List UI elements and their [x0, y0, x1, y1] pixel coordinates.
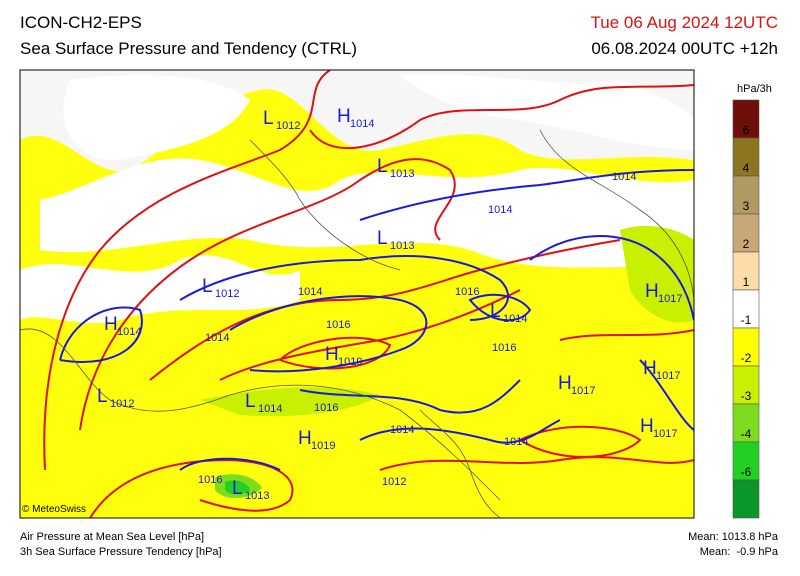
footer-mean: Mean: -0.9 hPa	[700, 546, 779, 558]
isobar-label: 1016	[492, 342, 516, 354]
isobar-label: 1014	[298, 286, 322, 298]
footer-mean: Mean: 1013.8 hPa	[688, 531, 779, 543]
isobar-label: 1016	[198, 474, 222, 486]
isobar-label: 1014	[390, 424, 414, 436]
legend-swatch	[732, 479, 760, 519]
legend-swatch	[732, 99, 760, 139]
legend: hPa/3h 6 4 3 2 1 -1 -2 -3 -4 -6	[732, 83, 772, 519]
legend-tick-label: 2	[743, 237, 750, 251]
pressure-center-type: L	[490, 301, 501, 322]
legend-swatch	[732, 137, 760, 177]
pressure-center-type: H	[325, 344, 339, 365]
legend-swatch	[732, 403, 760, 443]
pressure-center-type: L	[232, 478, 243, 499]
pressure-center-value: 1014	[117, 326, 141, 338]
pressure-center-type: L	[377, 228, 388, 249]
legend-tick-label: 1	[743, 275, 750, 289]
pressure-center-type: H	[558, 373, 572, 394]
pressure-center-type: H	[643, 358, 657, 379]
pressure-center-type: H	[640, 416, 654, 437]
isobar-label: 1014	[612, 171, 636, 183]
pressure-center-type: H	[645, 281, 659, 302]
isobar-label: 1014	[504, 436, 528, 448]
pressure-center-type: L	[245, 391, 256, 412]
pressure-center-type: H	[337, 106, 351, 127]
legend-tick-label: -1	[741, 313, 752, 327]
pressure-center-value: 1014	[258, 403, 282, 415]
pressure-center-value: 1017	[653, 428, 677, 440]
isobar-label: 1014	[488, 204, 512, 216]
valid-time: Tue 06 Aug 2024 12UTC	[591, 13, 778, 32]
pressure-center-type: L	[97, 386, 108, 407]
pressure-center-value: 1017	[656, 370, 680, 382]
coastlines	[20, 129, 694, 518]
pressure-center-value: 1012	[110, 398, 134, 410]
isobar-label: 1014	[205, 332, 229, 344]
isobar-label: 1016	[455, 286, 479, 298]
legend-unit: hPa/3h	[737, 83, 772, 95]
pressure-center-value: 1019	[311, 440, 335, 452]
isobars	[43, 70, 694, 518]
legend-tick-label: -2	[741, 351, 752, 365]
subtitle: Sea Surface Pressure and Tendency (CTRL)	[20, 39, 357, 58]
legend-tick-label: -3	[741, 389, 752, 403]
legend-tick-label: -6	[741, 465, 752, 479]
pressure-center-value: 1013	[245, 490, 269, 502]
footer-line: 3h Sea Surface Pressure Tendency [hPa]	[20, 546, 222, 558]
pressure-center-value: 1019	[338, 356, 362, 368]
legend-swatch	[732, 441, 760, 481]
legend-tick-label: -4	[741, 427, 752, 441]
pressure-center-type: L	[263, 108, 274, 129]
legend-tick-label: 3	[743, 199, 750, 213]
footer-line: Air Pressure at Mean Sea Level [hPa]	[20, 531, 204, 543]
pressure-center-value: 1013	[390, 168, 414, 180]
pressure-center-type: H	[298, 428, 312, 449]
pressure-center-value: 1017	[658, 293, 682, 305]
pressure-center-value: 1012	[215, 288, 239, 300]
legend-tick-label: 4	[743, 161, 750, 175]
run-time: 06.08.2024 00UTC +12h	[591, 39, 778, 58]
pressure-center-type: H	[104, 314, 118, 335]
isobar-label: 1016	[326, 319, 350, 331]
pressure-center-value: 1017	[571, 385, 595, 397]
pressure-center-value: 1014	[350, 118, 374, 130]
legend-swatch	[732, 213, 760, 253]
credit: © MeteoSwiss	[22, 504, 86, 515]
legend-tick-label: 6	[743, 123, 750, 137]
legend-swatch	[732, 251, 760, 291]
title: ICON-CH2-EPS	[20, 13, 142, 32]
legend-swatch	[732, 175, 760, 215]
map: © MeteoSwiss	[19, 69, 695, 519]
pressure-center-value: 1013	[390, 240, 414, 252]
pressure-center-value: 1014	[503, 313, 527, 325]
pressure-center-value: 1012	[276, 120, 300, 132]
pressure-center-type: L	[377, 156, 388, 177]
isobar-label: 1016	[314, 402, 338, 414]
isobar-label: 1012	[382, 476, 406, 488]
pressure-center-type: L	[202, 276, 213, 297]
